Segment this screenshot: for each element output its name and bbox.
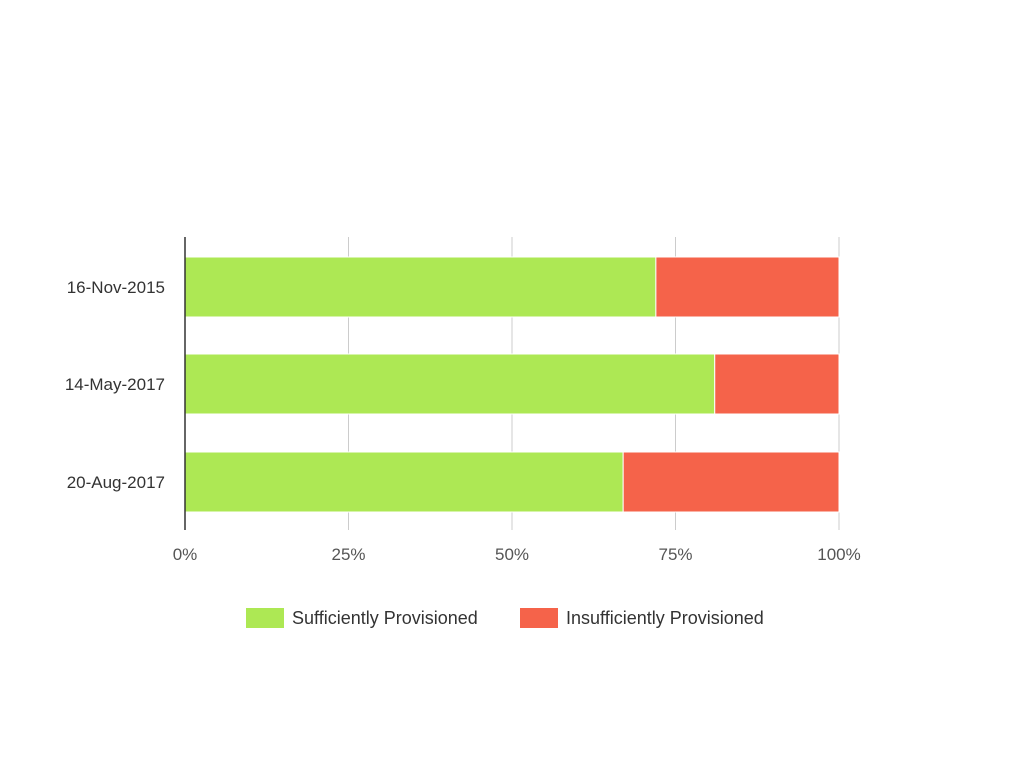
- legend: Sufficiently Provisioned Insufficiently P…: [246, 608, 764, 628]
- x-tick-label: 50%: [495, 545, 529, 564]
- legend-label: Sufficiently Provisioned: [292, 608, 478, 628]
- bars-layer: [184, 256, 840, 513]
- legend-swatch: [520, 608, 558, 628]
- bar-segment-sufficient: [184, 256, 657, 318]
- y-category-label: 20-Aug-2017: [67, 473, 165, 492]
- x-tick-label: 75%: [658, 545, 692, 564]
- labels-layer: 0% 25% 50% 75% 100% 16-Nov-2015 14-May-2017 20-…: [65, 278, 861, 564]
- bar-segment-insufficient: [714, 353, 840, 415]
- x-tick-label: 25%: [331, 545, 365, 564]
- bar-segment-sufficient: [184, 353, 716, 415]
- bar-segment-sufficient: [184, 451, 624, 513]
- bar-segment-insufficient: [655, 256, 840, 318]
- y-category-label: 16-Nov-2015: [67, 278, 165, 297]
- legend-swatch: [246, 608, 284, 628]
- y-category-label: 14-May-2017: [65, 375, 165, 394]
- bar-segment-insufficient: [622, 451, 840, 513]
- x-tick-label: 0%: [173, 545, 198, 564]
- x-tick-label: 100%: [817, 545, 860, 564]
- legend-label: Insufficiently Provisioned: [566, 608, 764, 628]
